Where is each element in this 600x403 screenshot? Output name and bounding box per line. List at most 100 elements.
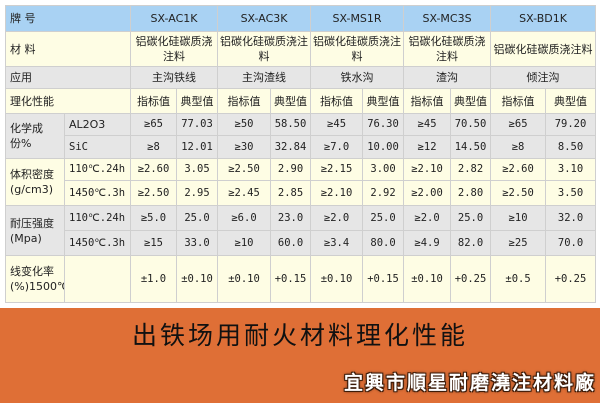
table-cell: 58.50 bbox=[270, 113, 312, 136]
table-cell: ±0.10 bbox=[310, 255, 364, 303]
table-cell: ≥2.45 bbox=[217, 180, 272, 206]
table-cell: SX-MC3S bbox=[403, 5, 492, 32]
table-cell: 典型值 bbox=[362, 88, 405, 114]
table-cell: ±1.0 bbox=[130, 255, 177, 303]
table-cell: ≥25 bbox=[490, 230, 547, 256]
table-cell: 铝碳化硅碳质浇注料 bbox=[310, 31, 405, 67]
table-cell: ≥45 bbox=[310, 113, 364, 136]
table-cell: 典型值 bbox=[545, 88, 597, 114]
table-cell: ≥65 bbox=[490, 113, 547, 136]
table-cell: ≥2.00 bbox=[403, 180, 452, 206]
row-label: SiC bbox=[64, 135, 131, 159]
table-cell: ±0.10 bbox=[217, 255, 272, 303]
table-cell: 指标值 bbox=[130, 88, 177, 114]
table-cell: SX-BD1K bbox=[490, 5, 597, 32]
table-cell: +0.15 bbox=[362, 255, 405, 303]
row-label: 材 料 bbox=[5, 31, 131, 67]
row-label: 理化性能 bbox=[5, 88, 131, 114]
table-cell: 32.84 bbox=[270, 135, 312, 159]
table-cell: 铝碳化硅碳质浇注料 bbox=[403, 31, 492, 67]
title-banner: 出铁场用耐火材料理化性能 宜興市順星耐磨澆注材料廠 bbox=[0, 308, 600, 403]
table-cell: 指标值 bbox=[310, 88, 364, 114]
table-cell: 主沟渣线 bbox=[217, 66, 312, 89]
company-name: 宜興市順星耐磨澆注材料廠 bbox=[343, 372, 596, 394]
row-label: 化学成份% bbox=[5, 113, 65, 159]
table-cell: 3.50 bbox=[545, 180, 597, 206]
table-cell: ≥45 bbox=[403, 113, 452, 136]
table-cell: +0.25 bbox=[545, 255, 597, 303]
table-cell: ≥5.0 bbox=[130, 205, 177, 231]
table-cell: 典型值 bbox=[175, 88, 219, 114]
table-cell: +0.15 bbox=[270, 255, 312, 303]
table-cell: 指标值 bbox=[217, 88, 272, 114]
table-cell: 82.0 bbox=[450, 230, 492, 256]
table-cell: ≥65 bbox=[130, 113, 177, 136]
table-cell: SX-AC1K bbox=[129, 5, 219, 32]
table-cell: ≥6.0 bbox=[217, 205, 272, 231]
row-label: 应用 bbox=[5, 66, 131, 89]
row-label: 体积密度(g/cm3) bbox=[5, 158, 65, 206]
table-cell: 33.0 bbox=[175, 230, 219, 256]
table-cell: ±0.10 bbox=[403, 255, 452, 303]
table-cell: 3.00 bbox=[362, 158, 405, 181]
table-cell: 指标值 bbox=[403, 88, 452, 114]
table-cell: 3.05 bbox=[175, 158, 219, 181]
table-cell: ≥2.50 bbox=[217, 158, 272, 181]
banner-title: 出铁场用耐火材料理化性能 bbox=[131, 321, 468, 350]
table-cell: 80.0 bbox=[362, 230, 405, 256]
table-cell: ≥2.50 bbox=[490, 180, 547, 206]
table-row: 牌 号 SX-AC1K SX-AC3K SX-MS1R SX-MC3S SX-BD1K bbox=[5, 5, 597, 32]
table-cell: 指标值 bbox=[490, 88, 547, 114]
table-cell: SX-MS1R bbox=[310, 5, 405, 32]
table-cell: 77.03 bbox=[175, 113, 219, 136]
table-cell: 14.50 bbox=[450, 135, 492, 159]
table-row: 线变化率(%)1500℃.3h±1.0±0.10±0.10+0.15±0.10+… bbox=[5, 255, 597, 303]
table-cell: 2.80 bbox=[450, 180, 492, 206]
table-row: 理化性能 指标值 典型值 指标值 典型值 指标值 典型值 指标值 典型值 指标值 典型值 bbox=[5, 88, 597, 114]
row-label: 牌 号 bbox=[5, 5, 131, 32]
table-cell: 12.01 bbox=[175, 135, 219, 159]
table-cell: ≥10 bbox=[217, 230, 272, 256]
properties-table: 牌 号 SX-AC1K SX-AC3K SX-MS1R SX-MC3S SX-BD1K 材 … bbox=[5, 5, 597, 303]
table-cell: SX-AC3K bbox=[217, 5, 312, 32]
table-cell: ≥2.50 bbox=[130, 180, 177, 206]
table-row: 材 料铝碳化硅碳质浇注料 铝碳化硅碳质浇注料 铝碳化硅碳质浇注料 铝碳化硅碳质浇注料铝… bbox=[5, 31, 597, 67]
row-label: 110℃.24h bbox=[64, 158, 131, 181]
table-cell: 渣沟 bbox=[403, 66, 492, 89]
table-cell: 铁水沟 bbox=[310, 66, 405, 89]
table-cell: 铝碳化硅碳质浇注料 bbox=[217, 31, 312, 67]
table-cell: ≥2.60 bbox=[130, 158, 177, 181]
table-cell: 76.30 bbox=[362, 113, 405, 136]
table-cell: ≥2.15 bbox=[310, 158, 364, 181]
table-cell: 主沟铁线 bbox=[129, 66, 219, 89]
table-cell: 典型值 bbox=[270, 88, 312, 114]
table-cell: ≥30 bbox=[217, 135, 272, 159]
table-cell: 铝碳化硅碳质浇注料 bbox=[129, 31, 219, 67]
row-label: 耐压强度(Mpa) bbox=[5, 205, 65, 256]
table-cell: ≥2.10 bbox=[310, 180, 364, 206]
table-cell: 60.0 bbox=[270, 230, 312, 256]
table-cell: ≥10 bbox=[490, 205, 547, 231]
table-row: 化学成份% AL2O3 ≥65 77.03 ≥50 58.50 ≥45 76.30 ≥45 70.… bbox=[5, 113, 597, 159]
table-cell: ≥12 bbox=[403, 135, 452, 159]
table-cell: ≥8 bbox=[490, 135, 547, 159]
table-cell: 8.50 bbox=[545, 135, 597, 159]
table-cell: 70.0 bbox=[545, 230, 597, 256]
table-cell: ≥2.0 bbox=[310, 205, 364, 231]
table-cell: ±0.10 bbox=[175, 255, 219, 303]
table-row: 耐压强度(Mpa) 110℃.24h ≥5.0 25.0 ≥6.0 23.0 ≥2.0 25.… bbox=[5, 205, 597, 256]
table-cell: 32.0 bbox=[545, 205, 597, 231]
table-cell: 2.90 bbox=[270, 158, 312, 181]
table-row: 应用 主沟铁线 主沟渣线 铁水沟 渣沟 倾注沟 bbox=[5, 66, 597, 89]
table-cell: ≥4.9 bbox=[403, 230, 452, 256]
table-cell: ≥2.60 bbox=[490, 158, 547, 181]
table-row: 1450℃.3h ≥15 33.0 ≥10 60.0 ≥3.4 80.0 ≥4.9 82.0 ≥2… bbox=[6, 230, 597, 256]
table-cell: ≥7.0 bbox=[310, 135, 364, 159]
row-label: 1450℃.3h bbox=[64, 180, 131, 206]
table-cell: 25.0 bbox=[450, 205, 492, 231]
table-cell: ≥2.0 bbox=[403, 205, 452, 231]
table-cell: 2.85 bbox=[270, 180, 312, 206]
table-cell: 典型值 bbox=[450, 88, 492, 114]
table-cell bbox=[64, 255, 131, 303]
row-label: 110℃.24h bbox=[64, 205, 131, 231]
